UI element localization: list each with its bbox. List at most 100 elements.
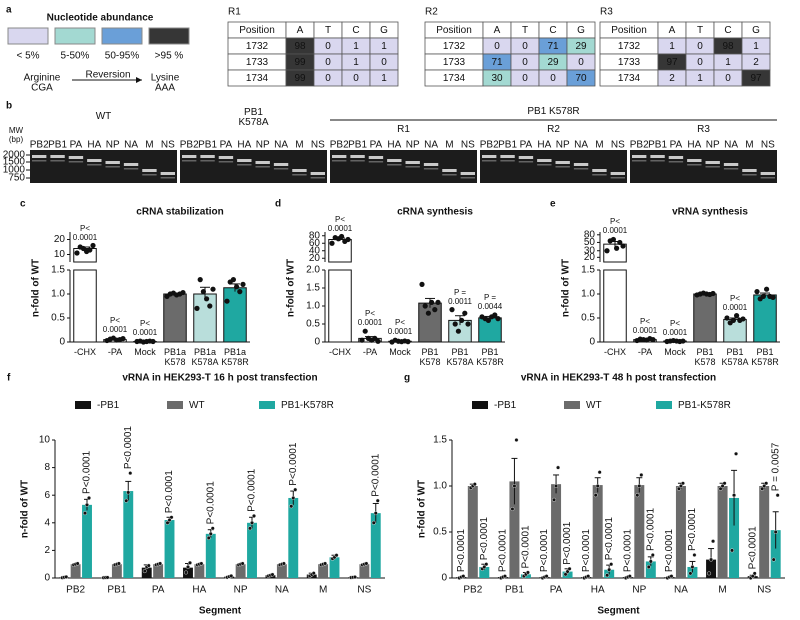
panel-label: c <box>20 199 26 210</box>
bar <box>329 557 340 578</box>
amino-acid: Arginine <box>24 73 61 84</box>
gel-image <box>630 150 777 183</box>
data-point <box>648 559 653 564</box>
gel-band <box>723 168 739 170</box>
cell-text: 0 <box>381 57 387 68</box>
p-value: P< 0.0001 <box>387 318 413 337</box>
cell-text: 0 <box>725 73 731 84</box>
data-point <box>167 518 172 523</box>
x-tick-label: PB1 K578R <box>476 347 504 367</box>
y-tick-label: 30 <box>584 245 596 256</box>
p-value: P<0.0001 <box>82 450 93 494</box>
bar <box>153 564 164 578</box>
gel-band <box>123 168 139 170</box>
lane-label: PB2 <box>180 140 199 151</box>
cell-text: 0 <box>578 57 584 68</box>
cell-text: 0 <box>522 57 528 68</box>
data-point <box>425 310 431 316</box>
gel-band <box>368 161 384 163</box>
lane-label: HA <box>237 140 251 151</box>
data-point <box>485 317 491 323</box>
table-title: R3 <box>600 7 613 18</box>
gel-band <box>442 174 457 176</box>
x-tick-label: NP <box>632 585 646 596</box>
bar <box>551 484 562 578</box>
lane-label: PB1 <box>48 140 67 151</box>
bar <box>318 564 329 578</box>
y-tick-label: 10 <box>54 249 66 260</box>
x-tick-label: M <box>718 585 726 596</box>
data-point <box>688 571 693 576</box>
gel-band <box>68 156 84 159</box>
cell-text: 1 <box>669 41 675 52</box>
gel-band <box>482 155 497 158</box>
cell-text: A <box>297 25 304 36</box>
legend-label: 5-50% <box>61 51 90 62</box>
table-title: R1 <box>228 7 241 18</box>
data-point <box>707 571 712 576</box>
data-point <box>690 564 695 569</box>
data-point <box>250 520 255 525</box>
data-point <box>563 572 568 577</box>
y-tick-label: 8 <box>44 462 50 473</box>
data-point <box>126 490 131 495</box>
cell-text: 1 <box>725 57 731 68</box>
y-tick-label: 0 <box>314 337 320 348</box>
y-tick-label: 1.0 <box>581 289 595 300</box>
y-tick-label: 0 <box>589 337 595 348</box>
data-point <box>680 481 685 486</box>
data-point <box>461 574 466 579</box>
data-point <box>270 572 275 577</box>
gel-band <box>573 168 589 170</box>
bar <box>141 567 152 578</box>
bar <box>193 293 217 343</box>
chart-title: vRNA synthesis <box>672 207 748 218</box>
data-point <box>364 561 369 566</box>
cell-text: 1 <box>697 73 703 84</box>
cell-text: 2 <box>669 73 675 84</box>
cell-text: 1732 <box>443 41 466 52</box>
table-title: R2 <box>425 7 438 18</box>
data-point <box>422 303 428 309</box>
bar <box>183 567 193 578</box>
legend-swatch <box>472 401 488 409</box>
lane-label: PB2 <box>480 140 499 151</box>
cell-text: 1 <box>753 41 759 52</box>
x-tick-label: PB1 <box>505 585 524 596</box>
lane-label: NS <box>311 140 325 151</box>
x-tick-label: Mock <box>664 347 686 357</box>
cell-text: Position <box>611 25 647 36</box>
y-tick-label: 80 <box>584 229 596 240</box>
panel-label: a <box>6 5 12 16</box>
lane-label: NS <box>461 140 475 151</box>
y-tick-label: 0.5 <box>433 527 447 538</box>
gel-band <box>423 163 439 166</box>
y-axis-label: n-fold of WT <box>417 480 428 538</box>
gel-band <box>332 155 347 158</box>
data-point <box>452 321 458 327</box>
replicate-label: R3 <box>697 124 710 135</box>
y-tick-label: 10 <box>39 435 51 446</box>
gel-band <box>273 168 289 170</box>
bar <box>723 318 747 343</box>
p-value: P< 0.0001 <box>132 319 158 338</box>
gel-band <box>105 166 120 168</box>
gel-band <box>350 155 365 158</box>
p-value: P<0.0001 <box>664 529 675 573</box>
data-point <box>565 569 570 574</box>
gel-band <box>368 156 384 159</box>
cell-text: 99 <box>294 73 306 84</box>
y-tick-label: 40 <box>309 245 321 256</box>
gel-band <box>632 155 647 158</box>
legend-label: PB1-K578R <box>678 400 731 411</box>
x-tick-label: PA <box>152 585 165 596</box>
bar <box>675 486 686 578</box>
cell-text: 30 <box>491 73 503 84</box>
panel-label: e <box>550 199 556 210</box>
panel-label: d <box>275 199 281 210</box>
y-tick-label: 0 <box>44 573 50 584</box>
p-value: P<0.0001 <box>622 529 633 573</box>
p-value: P< 0.0001 <box>327 214 353 233</box>
